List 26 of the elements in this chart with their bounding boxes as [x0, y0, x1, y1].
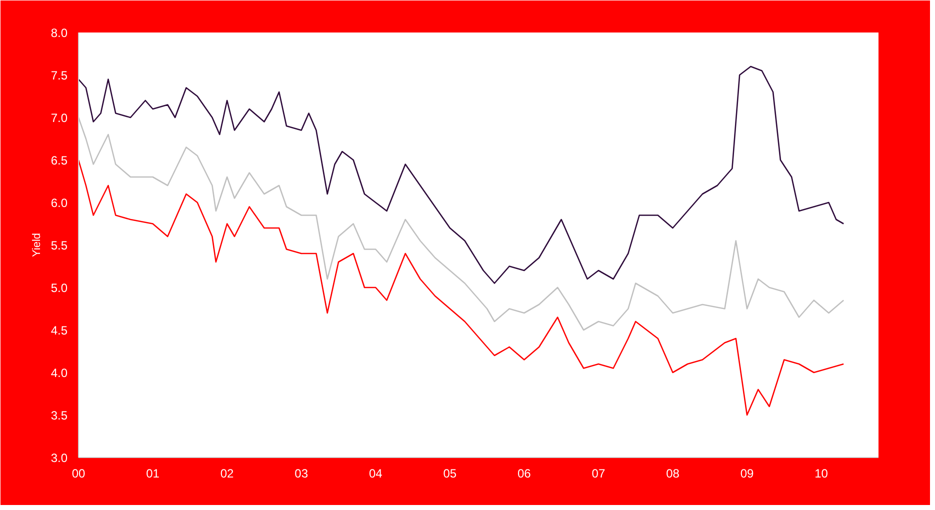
x-tick-label: 03 — [294, 466, 308, 480]
y-tick-label: 5.5 — [50, 238, 68, 252]
y-tick-label: 7.5 — [50, 68, 68, 82]
x-tick-label: 04 — [368, 466, 383, 480]
y-tick-label: 6.5 — [50, 154, 68, 168]
y-tick-label: 7.0 — [50, 111, 68, 125]
x-tick-label: 02 — [220, 466, 234, 480]
x-tick-label: 08 — [666, 466, 680, 480]
y-tick-label: 5.0 — [50, 281, 68, 295]
line-series — [78, 66, 844, 284]
y-tick-label: 6.0 — [50, 196, 68, 210]
y-tick-label: 3.0 — [50, 451, 68, 465]
y-tick-label: 4.5 — [50, 324, 68, 338]
y-tick-label: 3.5 — [50, 408, 68, 422]
x-tick-label: 00 — [72, 466, 86, 480]
line-series — [78, 116, 844, 331]
y-tick-label: 4.0 — [50, 366, 68, 380]
y-tick-label: 8.0 — [50, 26, 68, 40]
y-axis-title: Yield — [30, 232, 43, 258]
x-tick-label: 06 — [518, 466, 532, 480]
x-tick-label: 07 — [592, 466, 606, 480]
line-series — [78, 159, 844, 416]
x-tick-label: 10 — [814, 466, 828, 480]
x-tick-label: 01 — [146, 466, 160, 480]
x-tick-label: 09 — [740, 466, 754, 480]
x-tick-label: 05 — [443, 466, 457, 480]
